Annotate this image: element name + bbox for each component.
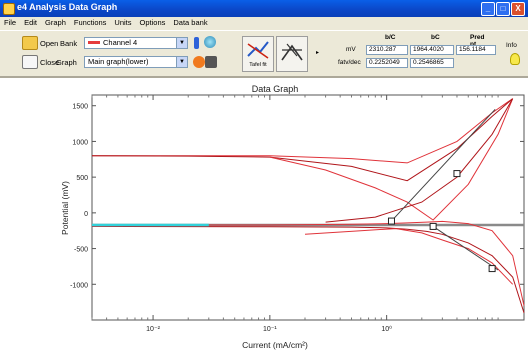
chart-title: Data Graph — [252, 84, 299, 94]
readout-cell: 2310.287 — [366, 45, 408, 55]
chevron-down-icon[interactable]: ▼ — [176, 38, 187, 48]
close-file-icon — [22, 55, 38, 69]
series-line — [91, 225, 525, 314]
folder-icon — [22, 36, 38, 50]
refresh-icon[interactable] — [193, 56, 205, 68]
chevron-down-icon[interactable]: ▼ — [176, 57, 187, 67]
plot-frame — [91, 94, 525, 321]
fit-marker — [387, 217, 395, 225]
tafel-fit-line — [391, 108, 496, 222]
chart-svg[interactable]: Data Graph 1500 1000 500 0 -500 -1000 10⁻² 10⁻… — [0, 78, 528, 360]
expand-arrow-icon[interactable]: ▸ — [316, 50, 320, 56]
readout-col-header: bC — [431, 34, 440, 41]
graph-select-value: Main graph(lower) — [88, 57, 149, 66]
menu-file[interactable]: File — [4, 18, 17, 27]
readout-cell: 156.1184 — [456, 45, 496, 55]
bank-select[interactable]: Channel 4 ▼ — [84, 37, 188, 49]
close-file-button[interactable]: Close — [22, 55, 59, 69]
x-axis-label: Current (mA/cm²) — [242, 340, 308, 350]
menu-bar: File Edit Graph Functions Units Options … — [0, 17, 528, 29]
series-line — [325, 98, 514, 223]
readout-cell: 0.2252049 — [366, 58, 408, 68]
tafel-fit-caption: Tafel fit — [249, 62, 267, 68]
menu-graph[interactable]: Graph — [45, 18, 66, 27]
close-label: Close — [40, 57, 60, 67]
tafel-fit-icon — [247, 41, 269, 59]
toolbar: Open Close Bank Graph Channel 4 ▼ Main g… — [0, 30, 528, 77]
tafel-fit-button[interactable]: Tafel fit — [242, 36, 274, 72]
close-button[interactable]: X — [511, 2, 525, 16]
fit-tool-icon — [281, 43, 303, 61]
bank-label: Bank — [60, 39, 78, 48]
y-tick-label: 500 — [76, 175, 88, 182]
readout-row-label: fatv/dec — [338, 59, 361, 66]
fit-marker — [453, 170, 461, 178]
x-tick-label: 10⁻² — [146, 326, 160, 333]
menu-units[interactable]: Units — [114, 18, 132, 27]
y-tick-label: 1000 — [72, 139, 88, 146]
series-line — [91, 98, 514, 182]
menu-data-bank[interactable]: Data bank — [173, 18, 208, 27]
series-line — [92, 98, 513, 164]
menu-options[interactable]: Options — [139, 18, 166, 27]
series-line — [269, 98, 514, 221]
tafel-fit-line — [432, 226, 499, 271]
y-tick-label: -1000 — [70, 282, 88, 289]
series-line — [92, 220, 525, 306]
y-tick-label: 1500 — [72, 104, 88, 111]
fit-marker — [429, 222, 437, 230]
fit-marker — [488, 265, 496, 273]
menu-edit[interactable]: Edit — [24, 18, 38, 27]
bank-select-value: Channel 4 — [103, 38, 138, 47]
menu-functions[interactable]: Functions — [73, 18, 107, 27]
app-icon — [3, 3, 15, 15]
readout-col-header: b/C — [385, 34, 396, 41]
x-tick-label: 10⁰ — [381, 325, 392, 333]
fit-tool-button[interactable] — [276, 36, 308, 72]
series-color-swatch — [88, 41, 100, 45]
graph-select[interactable]: Main graph(lower) ▼ — [84, 56, 188, 68]
readout-cell: 0.2546865 — [410, 58, 454, 68]
title-bar[interactable]: e4 Analysis Data Graph _ □ X — [0, 0, 528, 17]
y-tick-label: 0 — [84, 211, 88, 218]
lightbulb-icon[interactable] — [510, 53, 520, 65]
graph-label: Graph — [56, 58, 77, 67]
y-tick-label: -500 — [74, 247, 88, 254]
info-icon[interactable] — [194, 37, 199, 49]
minimize-button[interactable]: _ — [481, 2, 495, 16]
info-side-label: Info — [506, 42, 517, 49]
x-tick-label: 10⁻¹ — [263, 326, 277, 333]
window-title: e4 Analysis Data Graph — [17, 2, 118, 12]
readout-row-label: mV — [346, 46, 356, 53]
open-label: Open — [40, 38, 59, 48]
readout-cell: 1964.4020 — [410, 45, 454, 55]
open-button[interactable]: Open — [22, 36, 58, 50]
globe-icon[interactable] — [204, 36, 216, 48]
series-line — [304, 228, 514, 285]
graph-area[interactable]: Data Graph 1500 1000 500 0 -500 -1000 10⁻² 10⁻… — [0, 77, 528, 360]
maximize-button[interactable]: □ — [496, 2, 510, 16]
printer-icon[interactable] — [205, 56, 217, 68]
y-axis-label: Potential (mV) — [60, 181, 70, 235]
readout-col-header: Pred pt — [470, 34, 485, 48]
